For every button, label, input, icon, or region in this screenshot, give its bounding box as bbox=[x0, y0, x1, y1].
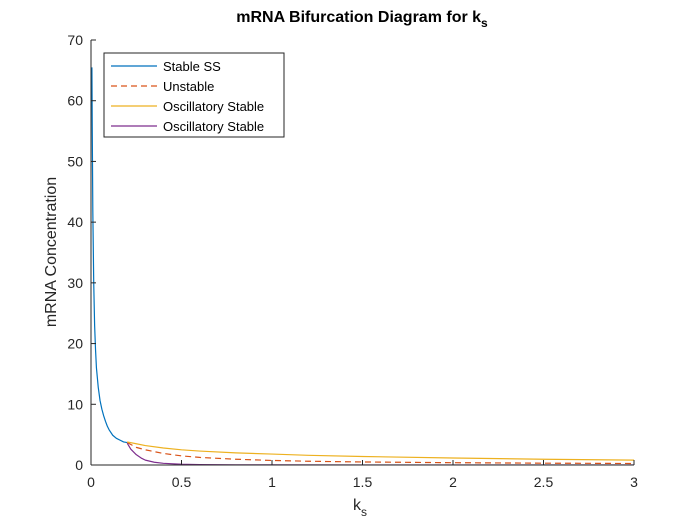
x-axis-label: ks bbox=[353, 497, 367, 519]
y-tick-label: 70 bbox=[67, 32, 83, 48]
x-axis-label-subscript: s bbox=[361, 505, 367, 519]
chart-title-subscript: s bbox=[481, 16, 488, 30]
x-tick-label: 2.5 bbox=[534, 474, 554, 490]
x-tick-label: 1 bbox=[268, 474, 276, 490]
legend-label-2: Unstable bbox=[163, 79, 214, 94]
y-tick-label: 60 bbox=[67, 93, 83, 109]
legend: Stable SS Unstable Oscillatory Stable Oscil… bbox=[103, 52, 285, 138]
chart-title: mRNA Bifurcation Diagram for ks bbox=[236, 9, 488, 30]
y-tick-label: 40 bbox=[67, 214, 83, 230]
y-axis-label: mRNA Concentration bbox=[43, 177, 60, 327]
y-tick-label: 20 bbox=[67, 336, 83, 352]
x-tick-label: 2 bbox=[449, 474, 457, 490]
series-line-3 bbox=[127, 441, 635, 461]
series-line-2 bbox=[126, 442, 635, 465]
x-tick-label: 0 bbox=[87, 474, 95, 490]
y-tick-label: 50 bbox=[67, 153, 83, 169]
y-tick-label: 30 bbox=[67, 275, 83, 291]
x-tick-label: 3 bbox=[630, 474, 638, 490]
x-tick-label: 1.5 bbox=[353, 474, 373, 490]
legend-label-4: Oscillatory Stable bbox=[163, 119, 264, 134]
legend-entries: Stable SS Unstable Oscillatory Stable Oscil… bbox=[111, 59, 264, 134]
y-tick-label: 0 bbox=[75, 457, 83, 473]
x-tick-label: 0.5 bbox=[172, 474, 192, 490]
y-tick-label: 10 bbox=[67, 396, 83, 412]
legend-label-1: Stable SS bbox=[163, 59, 221, 74]
legend-label-3: Oscillatory Stable bbox=[163, 99, 264, 114]
legend-box bbox=[103, 52, 285, 138]
